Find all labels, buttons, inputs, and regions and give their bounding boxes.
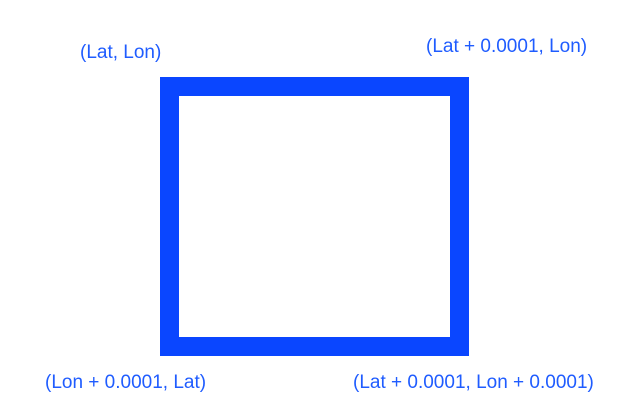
corner-label-bottom-left: (Lon + 0.0001, Lat)	[45, 372, 207, 393]
corner-label-top-left: (Lat, Lon)	[80, 42, 162, 63]
corner-label-top-right: (Lat + 0.0001, Lon)	[426, 36, 588, 57]
bounding-square	[160, 77, 469, 356]
corner-label-bottom-right: (Lat + 0.0001, Lon + 0.0001)	[353, 372, 594, 393]
